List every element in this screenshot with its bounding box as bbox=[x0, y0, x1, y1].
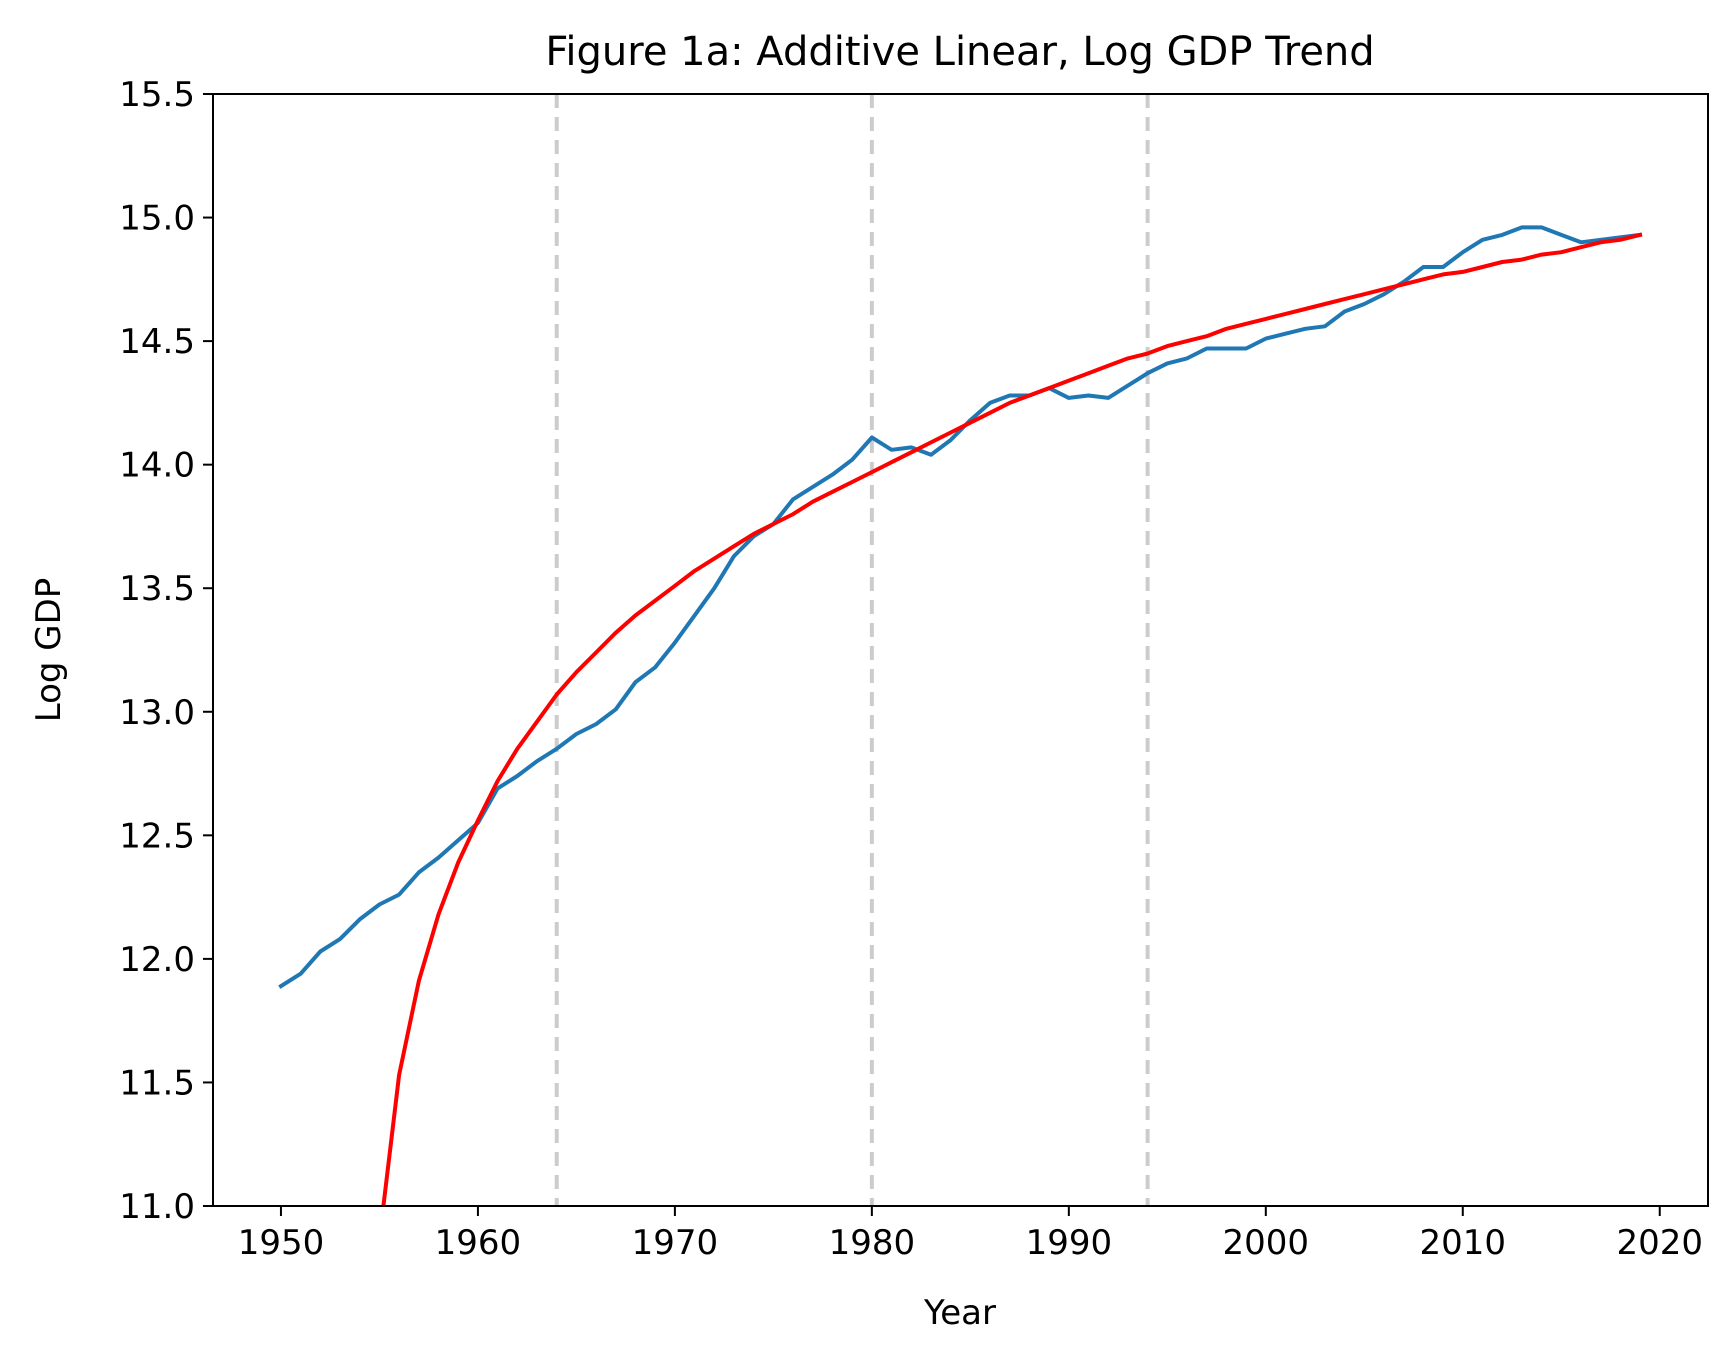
plot-area bbox=[278, 94, 1643, 1206]
x-tick-label: 1970 bbox=[632, 1223, 719, 1263]
x-tick-label: 2020 bbox=[1616, 1223, 1703, 1263]
y-tick-label: 12.5 bbox=[119, 816, 195, 856]
y-tick-label: 14.5 bbox=[119, 322, 195, 362]
plot-frame bbox=[212, 93, 1709, 1207]
y-tick-label: 14.0 bbox=[119, 446, 195, 486]
x-tick-label: 1990 bbox=[1026, 1223, 1113, 1263]
x-tick-label: 1950 bbox=[238, 1223, 325, 1263]
y-tick-label: 15.5 bbox=[119, 75, 195, 115]
series-line-log-gdp bbox=[278, 225, 1643, 989]
y-axis-label: Log GDP bbox=[29, 578, 69, 723]
x-tick-label: 1960 bbox=[435, 1223, 522, 1263]
y-axis: 11.0 11.5 12.0 12.5 13.0 13.5 14.0 14.5 15.0 15.5 bbox=[119, 75, 213, 1227]
x-tick-label: 2000 bbox=[1223, 1223, 1310, 1263]
y-tick-label: 12.0 bbox=[119, 940, 195, 980]
x-tick-label: 1980 bbox=[829, 1223, 916, 1263]
y-tick-label: 11.0 bbox=[119, 1187, 195, 1227]
x-axis-label: Year bbox=[923, 1293, 996, 1333]
y-tick-label: 11.5 bbox=[119, 1063, 195, 1103]
x-axis: 1950 1960 1970 1980 1990 2000 2010 2020 bbox=[238, 1206, 1703, 1263]
x-tick-label: 2010 bbox=[1420, 1223, 1507, 1263]
y-tick-label: 13.0 bbox=[119, 693, 195, 733]
series-line-trend bbox=[381, 232, 1643, 1206]
y-tick-label: 13.5 bbox=[119, 569, 195, 609]
chart-title: Figure 1a: Additive Linear, Log GDP Tren… bbox=[545, 29, 1374, 75]
y-tick-label: 15.0 bbox=[119, 199, 195, 239]
